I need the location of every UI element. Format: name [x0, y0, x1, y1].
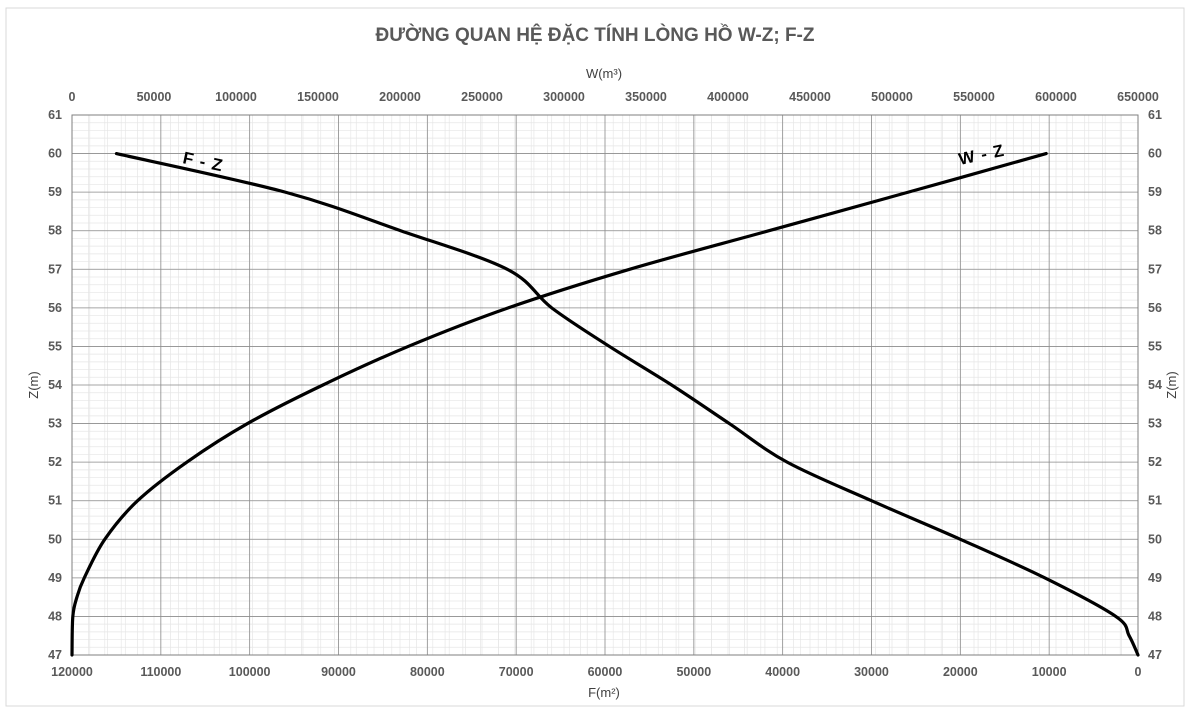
series-layer	[70, 151, 1140, 657]
bottom-tick-label: 80000	[410, 665, 445, 679]
bottom-tick-label: 20000	[943, 665, 978, 679]
top-tick-label: 450000	[789, 90, 831, 104]
left-tick-label: 52	[48, 455, 62, 469]
chart-border	[5, 7, 1185, 707]
plot-area-border	[71, 114, 1139, 656]
top-tick-label: 300000	[543, 90, 585, 104]
bottom-tick-label: 40000	[765, 665, 800, 679]
bottom-axis-title: F(m²)	[588, 685, 620, 700]
right-tick-label: 51	[1148, 494, 1162, 508]
top-tick-label: 200000	[379, 90, 421, 104]
left-tick-label: 60	[48, 147, 62, 161]
top-tick-label: 500000	[871, 90, 913, 104]
right-axis-ticks: 47 48 49 50 51 52 53 54 55 56 57 58 59 60 61	[1148, 108, 1162, 662]
left-tick-label: 48	[48, 609, 62, 623]
right-tick-label: 54	[1148, 378, 1162, 392]
right-tick-label: 49	[1148, 571, 1162, 585]
right-tick-label: 50	[1148, 532, 1162, 546]
top-tick-label: 350000	[625, 90, 667, 104]
right-tick-label: 60	[1148, 147, 1162, 161]
left-tick-label: 58	[48, 224, 62, 238]
right-tick-label: 55	[1148, 339, 1162, 353]
top-tick-label: 550000	[953, 90, 995, 104]
bottom-tick-label: 90000	[321, 665, 356, 679]
right-tick-label: 47	[1148, 648, 1162, 662]
left-tick-label: 49	[48, 571, 62, 585]
top-tick-label: 50000	[137, 90, 172, 104]
right-tick-label: 61	[1148, 108, 1162, 122]
right-tick-label: 58	[1148, 224, 1162, 238]
left-tick-label: 50	[48, 532, 62, 546]
left-tick-label: 55	[48, 339, 62, 353]
bottom-tick-label: 10000	[1032, 665, 1067, 679]
bottom-tick-label: 0	[1135, 665, 1142, 679]
left-axis-ticks: 47 48 49 50 51 52 53 54 55 56 57 58 59 60 61	[48, 108, 62, 662]
bottom-tick-label: 30000	[854, 665, 889, 679]
right-tick-label: 57	[1148, 262, 1162, 276]
chart-title: ĐƯỜNG QUAN HỆ ĐẶC TÍNH LÒNG HỒ W-Z; F-Z	[376, 24, 815, 46]
bottom-tick-label: 70000	[499, 665, 534, 679]
left-tick-label: 56	[48, 301, 62, 315]
plot-frame	[71, 114, 1139, 656]
bottom-tick-label: 60000	[588, 665, 623, 679]
right-tick-label: 56	[1148, 301, 1162, 315]
left-tick-label: 59	[48, 185, 62, 199]
top-tick-label: 150000	[297, 90, 339, 104]
left-tick-label: 51	[48, 494, 62, 508]
right-tick-label: 53	[1148, 417, 1162, 431]
bottom-axis-ticks: 120000 110000 100000 90000 80000 70000 60000 50…	[51, 665, 1141, 679]
left-tick-label: 61	[48, 108, 62, 122]
left-tick-label: 47	[48, 648, 62, 662]
bottom-tick-label: 50000	[676, 665, 711, 679]
left-axis-title: Z(m)	[26, 371, 41, 398]
right-tick-label: 52	[1148, 455, 1162, 469]
top-axis-ticks: 0 50000 100000 150000 200000 250000 300000 3500…	[69, 90, 1159, 104]
left-tick-label: 54	[48, 378, 62, 392]
series-line-f-z	[114, 151, 1140, 657]
top-tick-label: 0	[69, 90, 76, 104]
bottom-tick-label: 110000	[140, 665, 181, 679]
top-tick-label: 250000	[461, 90, 503, 104]
series-line-w-z	[70, 151, 1048, 657]
left-tick-label: 57	[48, 262, 62, 276]
bottom-tick-label: 120000	[51, 665, 93, 679]
top-tick-label: 100000	[215, 90, 257, 104]
top-tick-label: 600000	[1035, 90, 1077, 104]
right-tick-label: 48	[1148, 609, 1162, 623]
bottom-tick-label: 100000	[229, 665, 271, 679]
top-tick-label: 400000	[707, 90, 749, 104]
left-tick-label: 53	[48, 417, 62, 431]
top-axis-title: W(m³)	[586, 66, 622, 81]
top-tick-label: 650000	[1117, 90, 1159, 104]
right-tick-label: 59	[1148, 185, 1162, 199]
right-axis-title: Z(m)	[1164, 371, 1179, 398]
